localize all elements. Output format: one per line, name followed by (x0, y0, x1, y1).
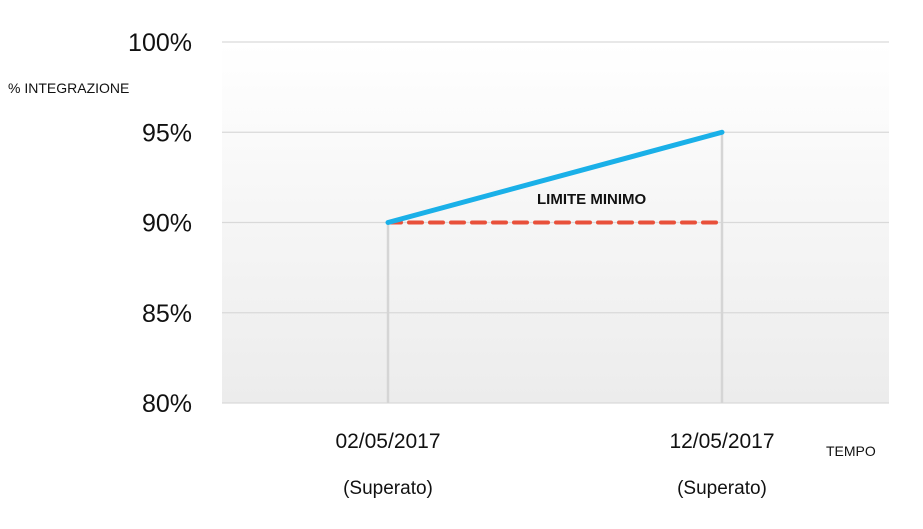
x-tick-sublabel: (Superato) (343, 478, 433, 499)
y-tick-labels: 100% 95% 90% 85% 80% (128, 29, 192, 418)
x-tick-sublabel: (Superato) (677, 478, 767, 499)
x-axis-label: TEMPO (826, 443, 876, 459)
series-lines (385, 129, 725, 225)
y-axis-label: % INTEGRAZIONE (8, 80, 129, 96)
y-tick-label: 100% (128, 29, 192, 57)
x-tick-labels: 02/05/2017 (Superato) 12/05/2017 (Superato) (335, 430, 774, 499)
y-tick-label: 90% (142, 210, 192, 238)
category-drop-lines (386, 132, 724, 403)
y-tick-label: 95% (142, 119, 192, 147)
y-tick-label: 85% (142, 300, 192, 328)
x-tick-label: 12/05/2017 (669, 430, 774, 453)
integration-line (385, 129, 725, 225)
y-tick-label: 80% (142, 390, 192, 418)
x-tick-label: 02/05/2017 (335, 430, 440, 453)
limit-annotation: LIMITE MINIMO (537, 191, 646, 208)
